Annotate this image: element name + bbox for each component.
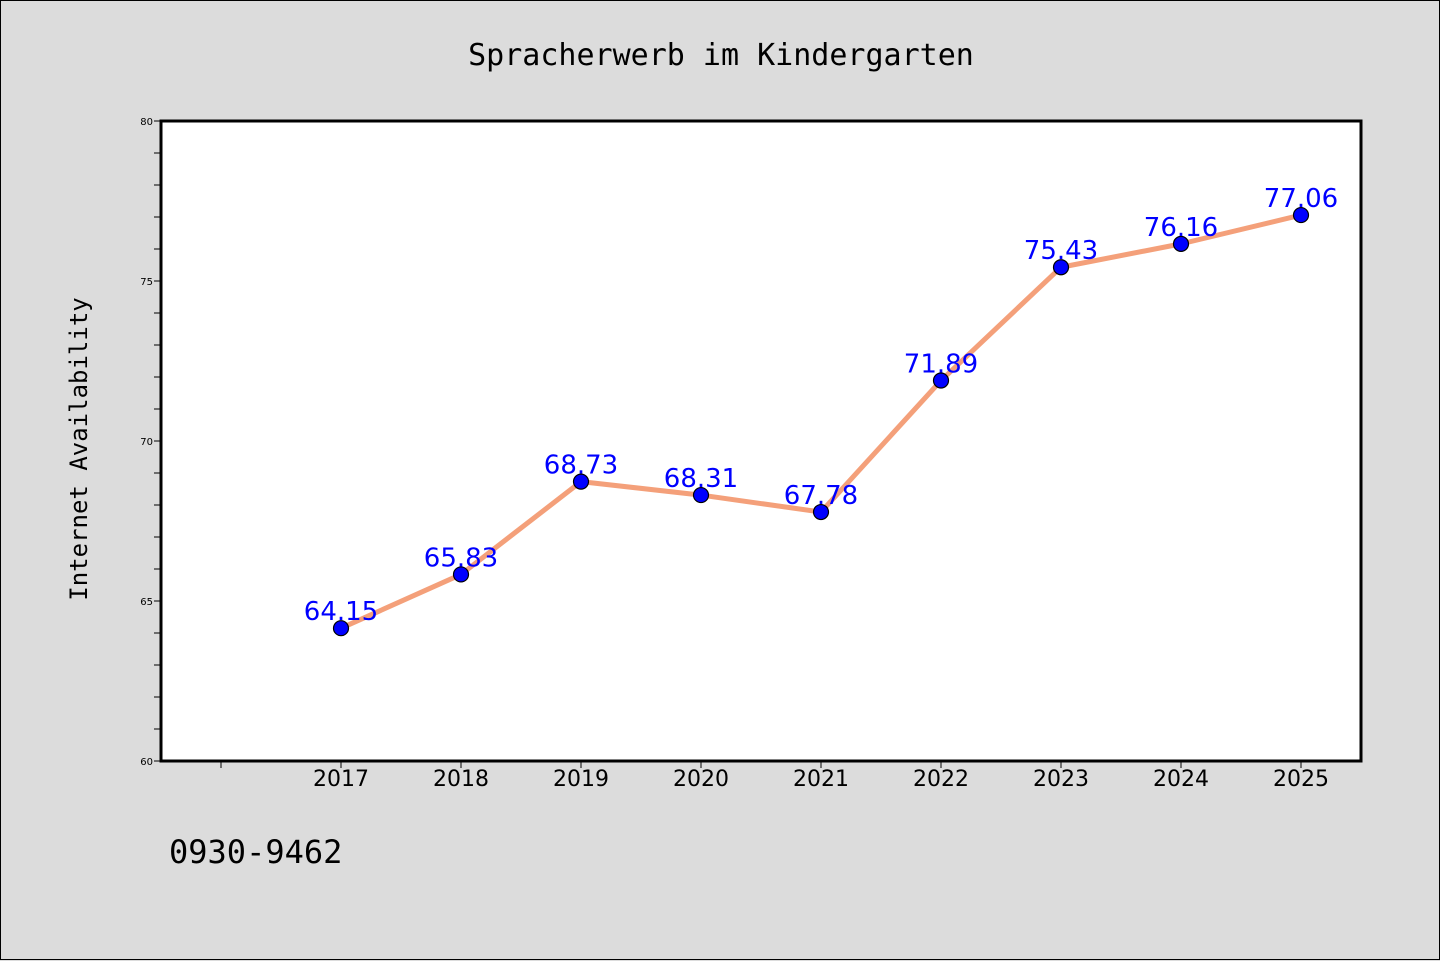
- x-tick-label: 2019: [553, 767, 609, 792]
- data-label: 68.31: [664, 464, 738, 494]
- data-series: 64.15 65.83 68.73 68.31 67.78 71.89 75.43 76.16…: [304, 184, 1338, 637]
- x-tick-label: 2024: [1153, 767, 1209, 792]
- footer-code: 0930-9462: [169, 833, 343, 871]
- data-label: 71.89: [904, 350, 978, 380]
- y-tick-label: 60: [140, 757, 153, 768]
- data-point: [452, 566, 470, 583]
- y-tick-label: 70: [140, 437, 153, 448]
- y-tick-label: 75: [140, 277, 153, 288]
- y-axis: 60 65 70 75 80: [140, 117, 161, 768]
- x-tick-label: 2023: [1033, 767, 1089, 792]
- data-point: [1172, 235, 1190, 252]
- data-label: 68.73: [544, 451, 618, 481]
- x-tick-label: 2021: [793, 767, 849, 792]
- chart-title: Spracherwerb im Kindergarten: [468, 38, 974, 73]
- plot-area: [159, 119, 1363, 763]
- data-point: [692, 486, 710, 504]
- data-point: [572, 473, 590, 490]
- data-label: 65.83: [424, 543, 498, 573]
- data-label: 64.15: [304, 597, 378, 627]
- x-tick-label: 2020: [673, 767, 729, 792]
- data-label: 77.06: [1264, 184, 1338, 214]
- data-label: 75.43: [1024, 236, 1098, 266]
- data-label: 67.78: [784, 481, 858, 511]
- x-axis: 2017 2018 2019 2020 2021 2022 2023 2024 2025: [220, 761, 1329, 792]
- x-tick-label: 2017: [313, 767, 369, 792]
- data-point: [932, 372, 950, 389]
- y-axis-label: Internet Availability: [65, 297, 93, 600]
- x-tick-label: 2025: [1273, 767, 1329, 792]
- x-tick-label: 2018: [433, 767, 489, 792]
- data-point: [812, 503, 830, 521]
- data-label: 76.16: [1144, 213, 1218, 243]
- data-point: [1052, 259, 1070, 276]
- data-point: [332, 620, 350, 637]
- x-tick-label: 2022: [913, 767, 969, 792]
- y-tick-label: 65: [140, 597, 153, 608]
- data-point: [1292, 206, 1310, 224]
- y-tick-label: 80: [140, 117, 153, 128]
